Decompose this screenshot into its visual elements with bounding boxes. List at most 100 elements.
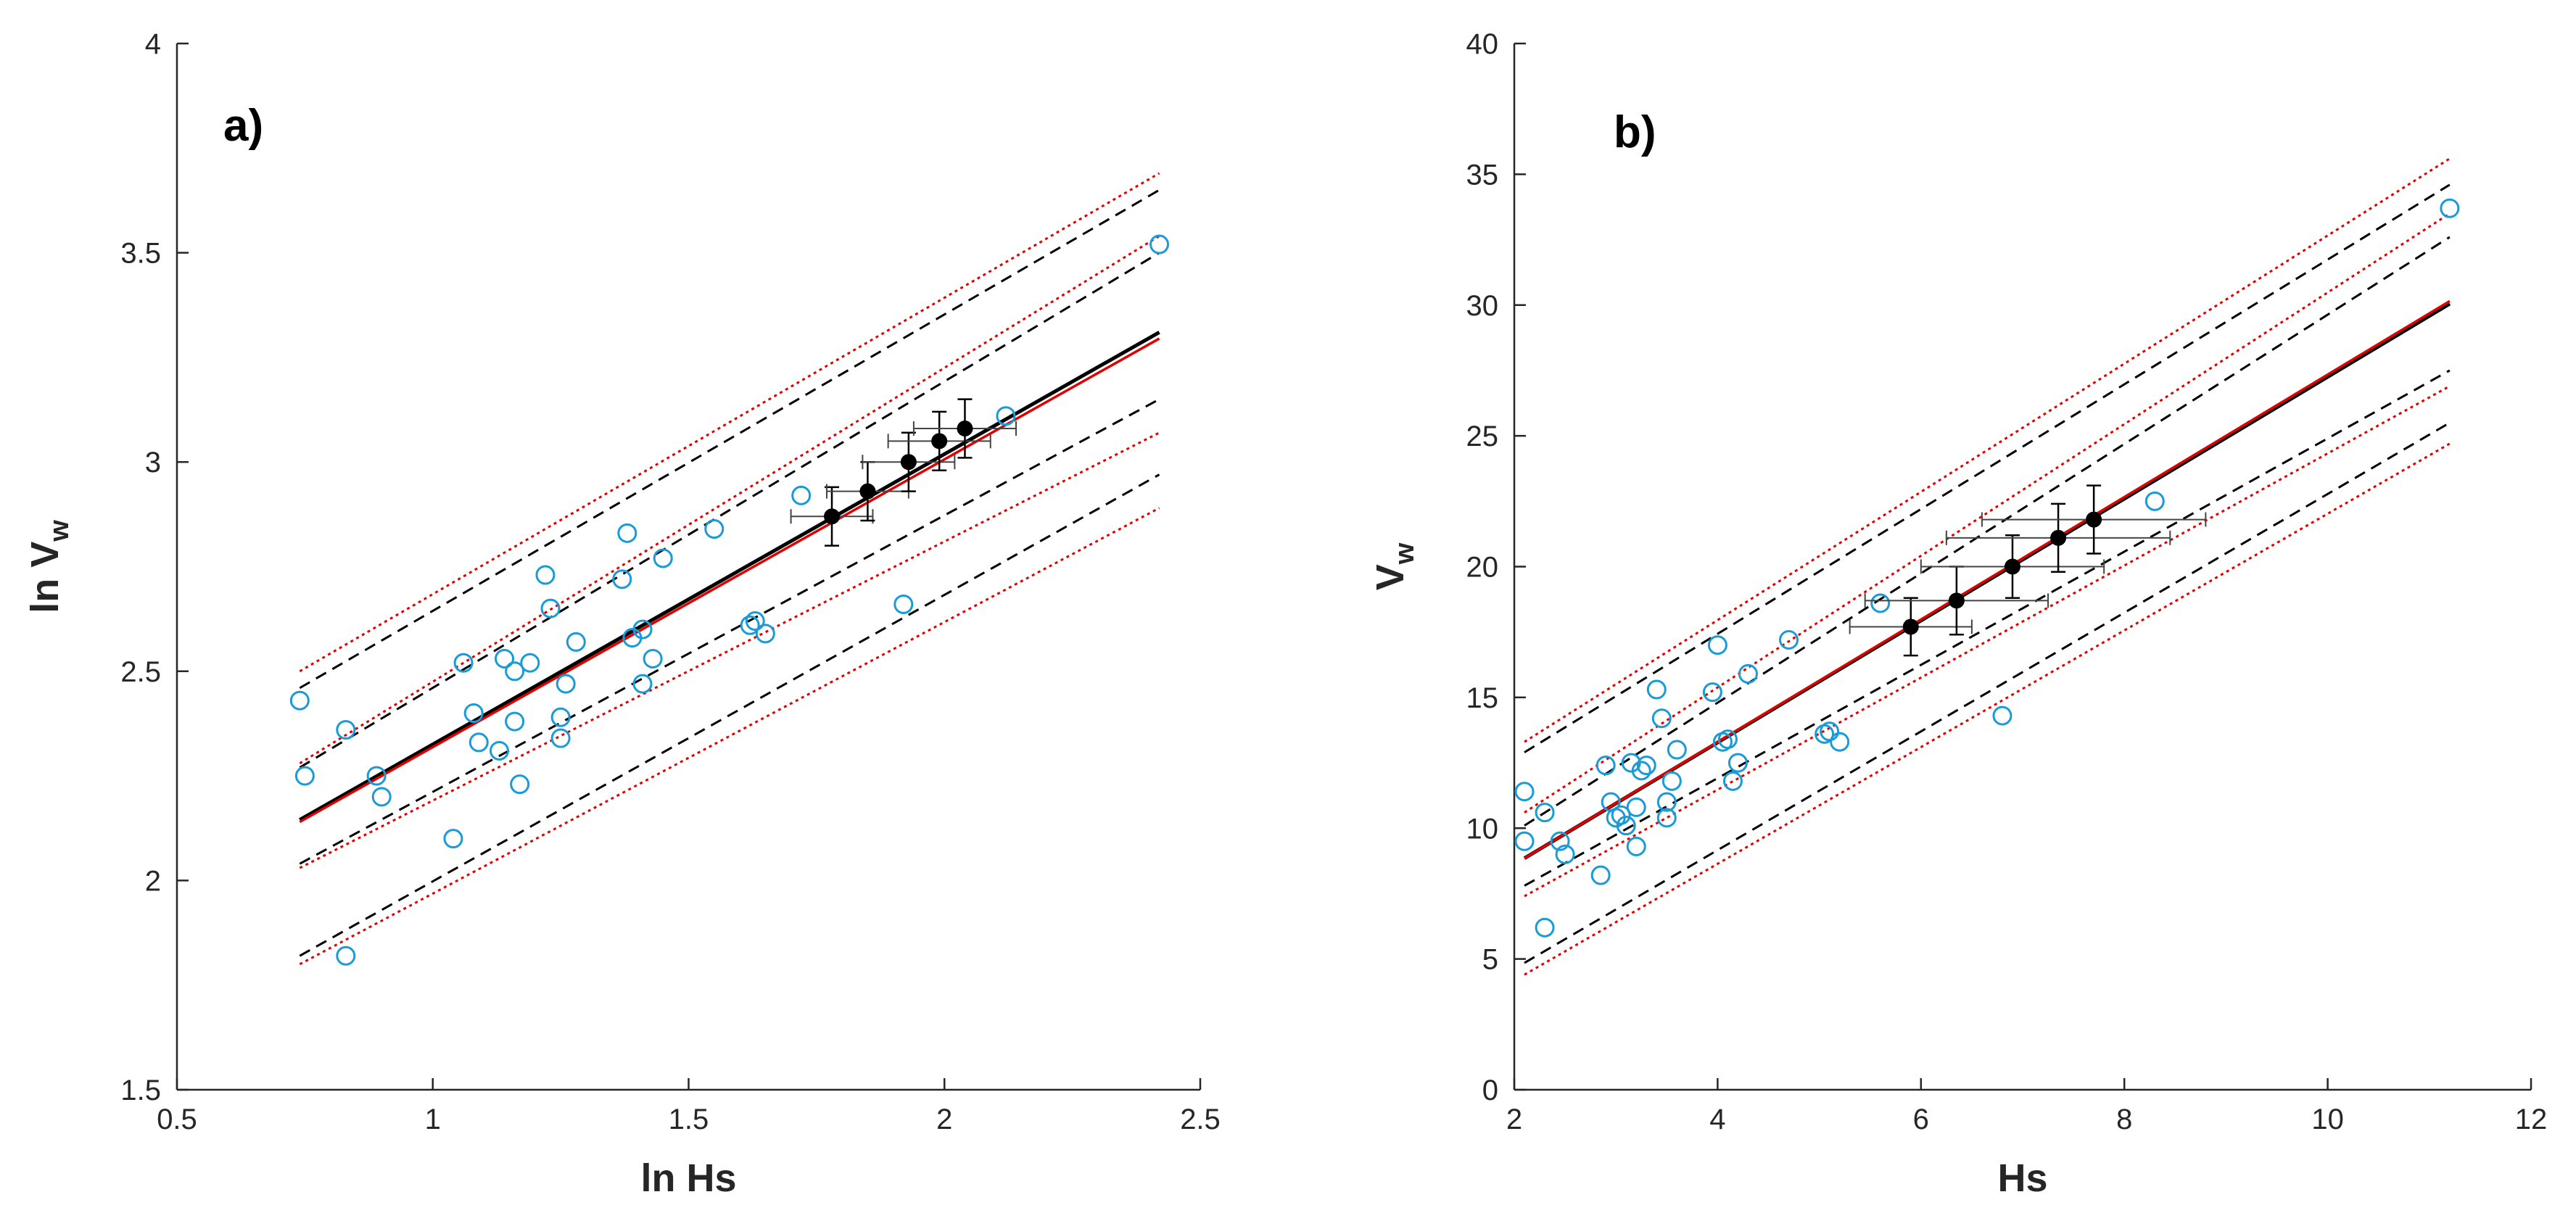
observation-point — [704, 519, 724, 539]
y-axis-label-main: ln V — [23, 542, 67, 613]
mean-point — [859, 483, 876, 500]
observation-point — [1535, 803, 1555, 823]
observation-point — [1550, 831, 1570, 851]
fit-line-dotted — [1524, 212, 2451, 814]
fit-line-dashed — [1524, 421, 2451, 964]
x-tick-label: 6 — [1913, 1104, 1929, 1135]
observation-point — [1631, 761, 1651, 781]
y-tick-label: 0 — [1482, 1075, 1498, 1106]
observation-point — [1661, 771, 1682, 791]
observation-point — [1626, 837, 1646, 857]
x-axis-label: Hs — [1997, 1156, 2047, 1200]
y-tick-label: 4 — [145, 28, 161, 60]
observation-point — [371, 787, 392, 807]
mean-point — [824, 508, 841, 525]
observation-point — [745, 611, 765, 632]
observation-point — [366, 766, 387, 786]
observation-point — [336, 945, 356, 966]
x-tick-label: 2.5 — [1180, 1104, 1221, 1135]
observation-point — [495, 648, 515, 668]
fit-line-dotted — [1524, 157, 2451, 743]
fit-line-dotted — [299, 235, 1160, 765]
y-tick-label: 25 — [1466, 421, 1499, 452]
y-tick-label: 15 — [1466, 682, 1499, 714]
fit-line-dashed — [1524, 236, 2451, 827]
observation-point — [1702, 682, 1722, 703]
observation-point — [1651, 708, 1672, 729]
observation-point — [505, 711, 525, 732]
panel-label: a) — [223, 101, 263, 151]
fit-line-solid — [1524, 299, 2451, 860]
x-tick-label: 10 — [2311, 1104, 2344, 1135]
observation-point — [1616, 816, 1636, 836]
observation-point — [617, 523, 637, 543]
y-tick-label: 20 — [1466, 552, 1499, 584]
mean-point — [1948, 592, 1965, 609]
x-tick-label: 1 — [425, 1104, 441, 1135]
y-tick-label: 5 — [1482, 944, 1498, 976]
observation-point — [1514, 782, 1535, 802]
observation-point — [443, 829, 463, 849]
observation-point — [1667, 740, 1687, 760]
chart-panel-b: 2 4 6 8 10 12 0 5 10 15 20 25 30 35 40 Hs Vw b) — [1368, 28, 2547, 1200]
y-axis-label-main: V — [1368, 564, 1412, 590]
observation-point — [1727, 753, 1748, 773]
observation-point — [1992, 705, 2012, 726]
x-axis-label: ln Hs — [640, 1156, 736, 1200]
observation-point — [1514, 831, 1535, 851]
x-tick-label: 1.5 — [669, 1104, 709, 1135]
fit-line-dotted — [1524, 385, 2451, 898]
observation-point — [1555, 844, 1575, 864]
observation-point — [1717, 729, 1738, 750]
observation-point — [1590, 865, 1611, 885]
observation-point — [1636, 755, 1656, 776]
y-tick-label: 3 — [145, 447, 161, 479]
y-tick-label: 1.5 — [120, 1075, 161, 1106]
observation-point — [556, 674, 576, 694]
y-tick-label: 30 — [1466, 290, 1499, 322]
observation-point — [632, 619, 653, 639]
observation-point — [1656, 792, 1677, 812]
mean-point — [2050, 529, 2067, 546]
observation-point — [653, 548, 673, 568]
y-tick-label: 2 — [145, 865, 161, 897]
observation-point — [791, 485, 812, 505]
y-tick-label: 3.5 — [120, 238, 161, 270]
observation-point — [1595, 755, 1616, 776]
observation-point — [1646, 679, 1667, 700]
observation-point — [632, 674, 653, 694]
mean-point — [2086, 511, 2102, 528]
observation-point — [1707, 635, 1727, 655]
observation-point — [550, 728, 571, 748]
mean-point — [931, 433, 948, 450]
fit-line-dashed — [1524, 183, 2451, 753]
fit-line-dashed — [1524, 369, 2451, 887]
mean-point — [2004, 558, 2020, 575]
y-axis-label: ln Vw — [23, 520, 75, 613]
observation-point — [1656, 808, 1677, 828]
observation-point — [1830, 732, 1850, 752]
observation-point — [489, 740, 509, 761]
observation-point — [1820, 721, 1840, 742]
fit-line-dashed — [299, 398, 1160, 865]
observation-point — [612, 569, 632, 589]
observation-point — [1611, 805, 1631, 825]
observation-point — [294, 766, 315, 786]
x-tick-label: 4 — [1709, 1104, 1725, 1135]
x-tick-label: 8 — [2116, 1104, 2132, 1135]
observation-point — [1738, 663, 1758, 684]
observation-point — [550, 707, 571, 727]
observation-point — [520, 653, 540, 673]
observation-point — [468, 732, 489, 753]
y-axis-label-subscript: w — [44, 520, 75, 542]
mean-point — [900, 454, 917, 471]
observation-point — [1870, 593, 1891, 613]
y-tick-label: 2.5 — [120, 656, 161, 688]
observation-point — [1722, 771, 1743, 791]
observation-point — [2440, 198, 2460, 218]
observation-point — [1535, 917, 1555, 937]
y-tick-label: 35 — [1466, 159, 1499, 191]
observation-point — [289, 690, 310, 711]
observation-point — [893, 594, 914, 614]
